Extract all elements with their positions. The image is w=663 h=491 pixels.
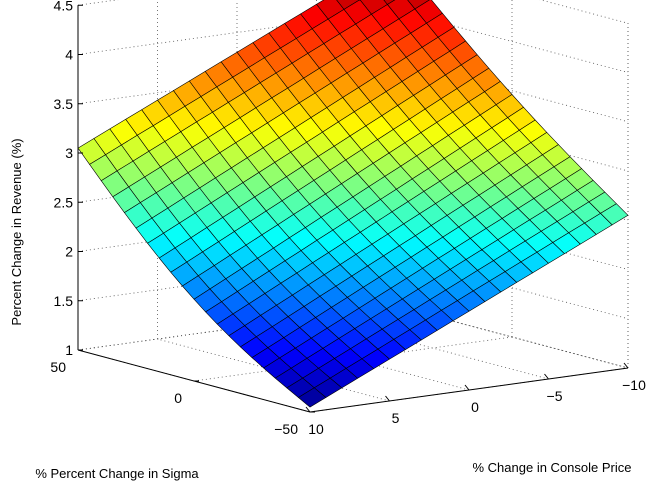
z-axis-label: Percent Change in Revenue (%)	[9, 138, 24, 325]
z-tick-label: 3.5	[54, 96, 74, 112]
z-gridline	[77, 10, 397, 55]
y-tick-label: 0	[174, 390, 182, 406]
x-tick	[305, 406, 311, 413]
z-gridline	[539, 0, 629, 24]
x-tick-label: 0	[471, 399, 479, 415]
x-tick-label: −10	[622, 377, 646, 393]
x-tick-label: 10	[308, 421, 324, 437]
z-tick-label: 2	[65, 244, 73, 260]
z-tick-label: 2.5	[54, 194, 74, 210]
surface-layer	[77, 0, 629, 408]
y-tick-label: −50	[274, 421, 298, 437]
z-tick-label: 4	[65, 47, 73, 63]
z-tick-label: 3	[65, 145, 73, 161]
x-tick-label: 5	[392, 410, 400, 426]
x-tick	[385, 395, 390, 402]
x-tick	[544, 373, 549, 380]
surface-patch	[298, 387, 327, 408]
z-tick-label: 1	[65, 342, 73, 358]
z-tick-label: 1.5	[54, 293, 74, 309]
z-tick-label: 4.5	[54, 0, 74, 13]
x-axis-label: % Change in Console Price	[473, 460, 632, 475]
x-tick-label: −5	[547, 388, 563, 404]
y-tick-label: 50	[50, 359, 66, 375]
y-axis-label: % Percent Change in Sigma	[35, 466, 199, 481]
x-tick	[464, 384, 470, 391]
x-tick	[623, 362, 629, 369]
